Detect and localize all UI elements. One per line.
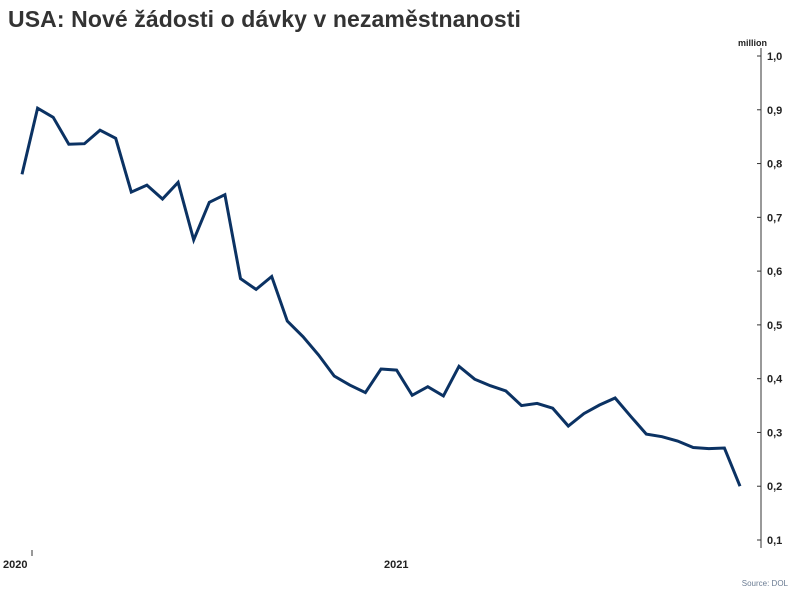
y-tick-label: 0,2	[767, 481, 782, 493]
series-line	[20, 105, 742, 487]
x-tick-label: 2020	[3, 559, 27, 571]
series-group	[20, 105, 742, 487]
y-tick-label: 0,5	[767, 320, 782, 332]
y-axis: 0,1 0,2 0,3 0,4 0,5 0,6 0,7 0,8 0,9 1,0	[757, 48, 783, 548]
y-tick-label: 0,9	[767, 105, 782, 117]
y-tick-label: 0,1	[767, 535, 782, 547]
y-tick-label: 0,8	[767, 159, 782, 171]
x-tick-label: 2021	[384, 559, 408, 571]
y-tick-label: 0,4	[767, 374, 783, 386]
y-tick-label: 0,6	[767, 266, 782, 278]
chart-title: USA: Nové žádosti o dávky v nezaměstnano…	[8, 6, 521, 32]
y-tick-label: 0,7	[767, 212, 782, 224]
x-axis: 2020 2021	[3, 550, 408, 571]
y-tick-label: 0,3	[767, 427, 782, 439]
source-note: Source: DOL	[741, 579, 788, 588]
y-tick-label: 1,0	[767, 51, 782, 63]
y-axis-unit: million	[738, 38, 767, 48]
